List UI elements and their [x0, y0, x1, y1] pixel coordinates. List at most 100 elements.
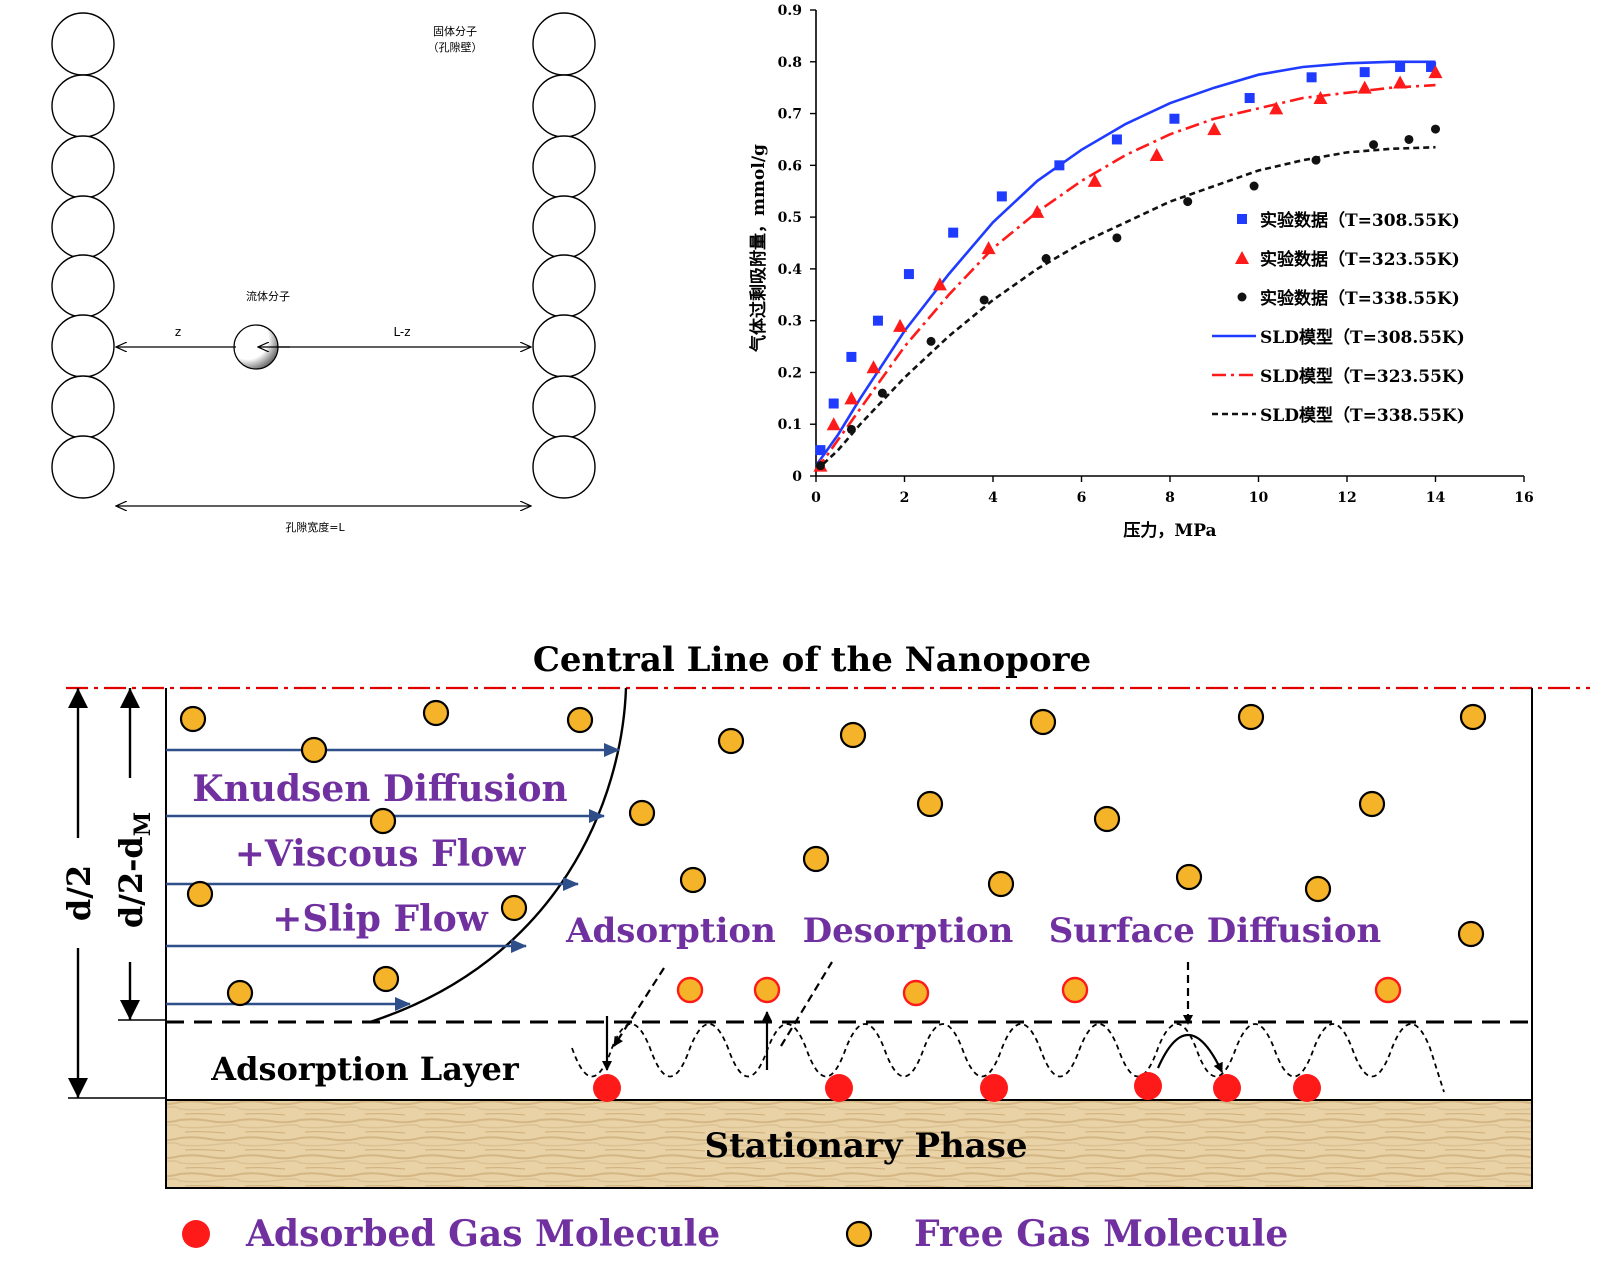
x-axis-label: 压力，MPa — [1123, 520, 1216, 541]
solid-molecule-label: 固体分子 — [433, 24, 477, 38]
model-lines — [814, 60, 1436, 472]
data-point-series-1 — [826, 417, 841, 431]
data-point-series-0 — [1426, 61, 1437, 72]
legend-entry-label: SLD模型（T=323.55K) — [1260, 366, 1465, 387]
legend-entry-label: 实验数据（T=338.55K) — [1260, 288, 1460, 309]
legend-marker-swatch — [1235, 251, 1249, 264]
y-axis-label: 气体过剩吸附量，mmol/g — [748, 144, 769, 353]
data-point-series-0 — [1306, 72, 1317, 83]
flow-label-viscous: +Viscous Flow — [235, 833, 527, 875]
stationary-phase-label: Stationary Phase — [705, 1126, 1028, 1166]
data-point-series-0 — [872, 315, 883, 326]
y-tick-label: 0.9 — [778, 3, 802, 19]
model-line-4 — [814, 83, 1436, 472]
nanopore-diagram: Central Line of the Nanopore Stationary … — [58, 640, 1590, 1255]
lz-label: L-z — [393, 325, 410, 339]
legend-entry-label: SLD模型（T=308.55K) — [1260, 327, 1465, 348]
x-tick-label: 0 — [811, 490, 821, 506]
fluid-molecule-label: 流体分子 — [246, 289, 290, 303]
legend-entry-label: 实验数据（T=323.55K) — [1260, 249, 1460, 270]
data-point-series-0 — [1169, 113, 1180, 124]
data-point-series-1 — [866, 360, 881, 374]
surface-hop-arrow — [1156, 1033, 1223, 1073]
legend-marker-swatch — [1237, 292, 1247, 302]
data-point-series-2 — [1311, 155, 1321, 165]
stationary-phase — [165, 1099, 1533, 1189]
data-point-series-0 — [948, 227, 959, 238]
legend-adsorbed-label: Adsorbed Gas Molecule — [245, 1213, 720, 1255]
d-subscript-m: M — [130, 812, 156, 836]
pore-width-label: 孔隙宽度=L — [285, 520, 345, 534]
legend-free-label: Free Gas Molecule — [914, 1213, 1288, 1255]
adsorption-chart: 0 2 4 6 8 10 12 14 16 00.10.20.30.40.50.60.70.80… — [748, 3, 1534, 541]
model-line-3 — [814, 60, 1436, 467]
data-point-series-2 — [1369, 140, 1379, 150]
data-point-series-2 — [926, 336, 936, 346]
adsorbed-gas-molecules — [593, 1072, 1321, 1102]
data-point-series-2 — [979, 295, 989, 305]
x-tick-label: 8 — [1165, 490, 1175, 506]
data-point-series-1 — [893, 318, 908, 332]
data-point-series-1 — [1428, 65, 1443, 79]
legend-entry-label: SLD模型（T=338.55K) — [1260, 405, 1465, 426]
pore-schematic: 固体分子 （孔隙壁） 流体分子 z L-z 孔隙宽度=L — [51, 12, 596, 534]
desorption-arrow-dashed — [780, 961, 833, 1047]
data-point-series-0 — [828, 398, 839, 409]
data-point-series-2 — [815, 461, 825, 471]
data-point-series-0 — [815, 445, 826, 456]
adsorption-layer-label: Adsorption Layer — [210, 1050, 520, 1088]
data-point-series-1 — [1357, 80, 1372, 94]
y-ticks: 0 0.1 0.2 0.3 0.4 0.5 0.6 0.7 0.8 0.9 — [778, 3, 816, 485]
data-point-series-0 — [846, 351, 857, 362]
data-point-series-2 — [1183, 197, 1193, 207]
left-wall-molecules — [51, 12, 115, 499]
x-tick-label: 2 — [900, 490, 910, 506]
flow-label-slip: +Slip Flow — [272, 898, 488, 940]
d-half-minus-dm-main: d/2-d — [112, 836, 150, 928]
data-point-series-2 — [1112, 233, 1122, 243]
data-point-series-2 — [1249, 181, 1259, 191]
data-point-series-1 — [932, 277, 947, 291]
data-point-series-1 — [1149, 147, 1164, 161]
data-point-series-0 — [996, 191, 1007, 202]
velocity-profile-curve — [369, 687, 628, 1024]
d-half-label: d/2 — [60, 865, 98, 921]
data-point-series-2 — [877, 388, 887, 398]
data-point-series-1 — [844, 391, 859, 405]
surface-diffusion-label: Surface Diffusion — [1049, 911, 1382, 951]
z-label: z — [175, 325, 181, 339]
data-point-series-0 — [1111, 134, 1122, 145]
x-tick-label: 16 — [1514, 490, 1533, 506]
data-point-series-0 — [1359, 67, 1370, 78]
data-point-series-0 — [1054, 160, 1065, 171]
legend-free-marker — [845, 1220, 873, 1248]
data-point-series-1 — [1269, 101, 1284, 115]
y-tick-label: 0.8 — [778, 55, 802, 71]
y-tick-label: 0 — [792, 469, 802, 485]
legend-entry-label: 实验数据（T=308.55K) — [1260, 210, 1460, 231]
x-tick-label: 10 — [1249, 490, 1269, 506]
right-wall-molecules — [532, 12, 596, 499]
x-tick-label: 12 — [1337, 490, 1356, 506]
y-tick-label: 0.1 — [778, 417, 802, 433]
adsorption-arrow-dashed — [613, 967, 665, 1047]
data-point-series-1 — [1313, 91, 1328, 105]
data-point-series-2 — [1404, 134, 1414, 144]
y-tick-label: 0.3 — [778, 314, 802, 330]
desorption-label: Desorption — [803, 911, 1014, 951]
adsorption-label: Adsorption — [565, 911, 776, 951]
x-ticks: 0 2 4 6 8 10 12 14 16 — [811, 476, 1534, 506]
near-surface-molecules — [676, 976, 1402, 1007]
y-tick-label: 0.2 — [778, 365, 802, 381]
data-point-series-1 — [1030, 204, 1045, 218]
data-point-series-1 — [981, 241, 996, 255]
data-point-series-2 — [846, 424, 856, 434]
data-point-series-0 — [903, 269, 914, 280]
data-point-series-0 — [1244, 93, 1255, 104]
y-tick-label: 0.5 — [778, 210, 802, 226]
data-point-series-1 — [1087, 173, 1102, 187]
pore-wall-label: （孔隙壁） — [428, 40, 483, 54]
data-point-series-1 — [1393, 75, 1408, 89]
y-tick-label: 0.6 — [778, 158, 802, 174]
